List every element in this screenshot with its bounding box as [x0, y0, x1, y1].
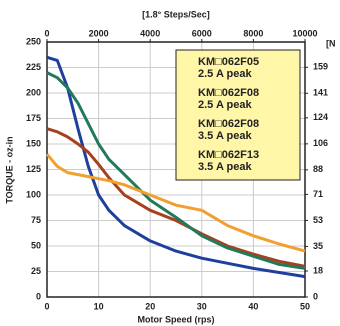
y-tick-label: 150: [26, 138, 41, 148]
y-tick-label: 250: [26, 36, 41, 46]
y-tick-label: 50: [31, 240, 41, 250]
y2-tick-label: 71: [313, 189, 323, 199]
y2-tick-label: 0: [313, 291, 318, 301]
y2-axis-label: [N: [326, 38, 336, 48]
y2-tick-label: 124: [313, 112, 328, 122]
legend-current: 3.5 A peak: [198, 161, 252, 173]
x-tick-label: 30: [197, 301, 207, 311]
x2-tick-label: 0: [44, 28, 49, 38]
y2-tick-label: 35: [313, 241, 323, 251]
x-tick-label: 0: [44, 301, 49, 311]
x-tick-label: 20: [145, 301, 155, 311]
legend-box: [175, 49, 301, 181]
y-tick-label: 100: [26, 189, 41, 199]
y-axis-label: TORQUE - oz-in: [4, 136, 14, 203]
y-tick-label: 225: [26, 62, 41, 72]
x-tick-label: 50: [300, 301, 310, 311]
x2-tick-label: 6000: [192, 28, 212, 38]
y-tick-label: 25: [31, 266, 41, 276]
y-tick-label: 125: [26, 164, 41, 174]
legend-name: KM□062F08: [198, 118, 259, 130]
y2-tick-label: 159: [313, 62, 328, 72]
y2-tick-label: 53: [313, 215, 323, 225]
legend-name: KM□062F08: [198, 87, 259, 99]
series-line: [45, 153, 306, 253]
x-tick-label: 40: [248, 301, 258, 311]
x-axis-label: Motor Speed (rps): [137, 314, 214, 324]
legend-current: 2.5 A peak: [198, 68, 252, 80]
x2-tick-label: 10000: [292, 28, 317, 38]
y-tick-label: 0: [36, 291, 41, 301]
y-tick-label: 175: [26, 113, 41, 123]
legend-name: KM□062F05: [198, 56, 259, 68]
legend-current: 3.5 A peak: [198, 130, 252, 142]
top-axis-label: [1.8° Steps/Sec]: [142, 9, 210, 19]
y-tick-label: 200: [26, 87, 41, 97]
legend-current: 2.5 A peak: [198, 99, 252, 111]
legend-name: KM□062F13: [198, 149, 259, 161]
y2-tick-label: 141: [313, 88, 328, 98]
y2-tick-label: 88: [313, 164, 323, 174]
x2-tick-label: 2000: [89, 28, 109, 38]
x2-tick-label: 8000: [243, 28, 263, 38]
series-line: [46, 127, 306, 268]
plot-frame: [46, 41, 306, 298]
y-tick-label: 75: [31, 215, 41, 225]
x2-tick-label: 4000: [140, 28, 160, 38]
series-line: [46, 55, 306, 279]
series-line: [46, 71, 306, 270]
y2-tick-label: 106: [313, 138, 328, 148]
x-tick-label: 10: [94, 301, 104, 311]
y2-tick-label: 18: [313, 265, 323, 275]
